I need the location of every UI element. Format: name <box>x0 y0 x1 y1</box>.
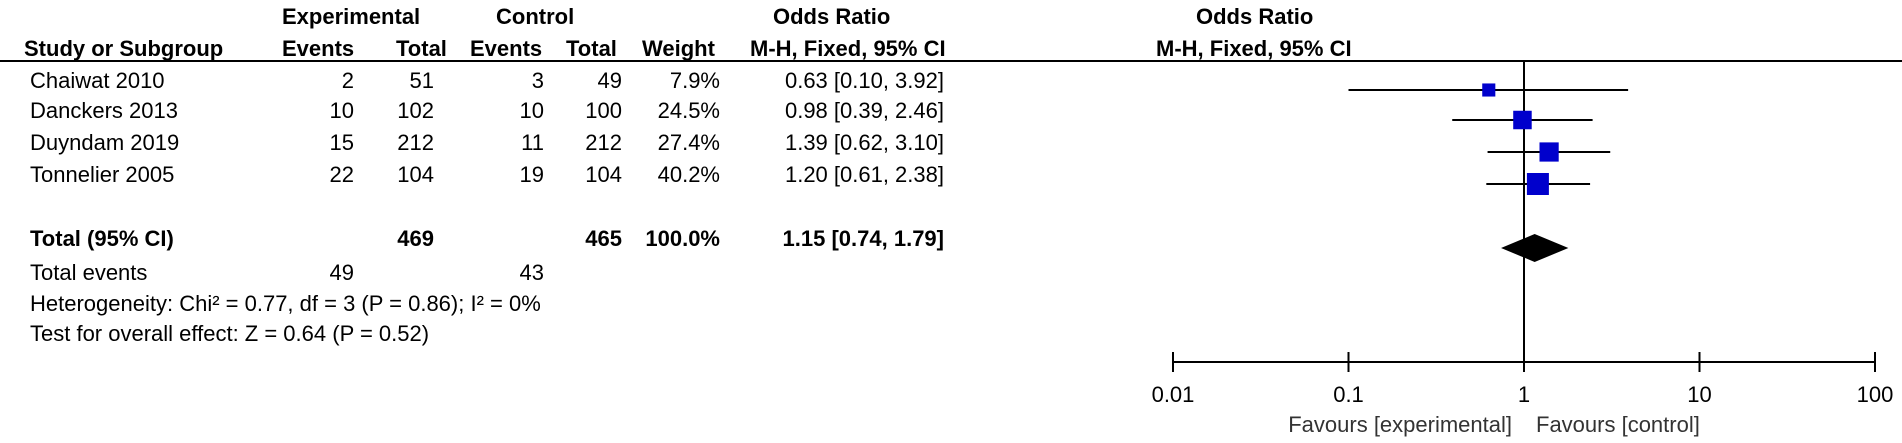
exp-total: 212 <box>397 130 434 155</box>
exp-events: 2 <box>341 68 354 93</box>
odds-ratio-plot-header: Odds Ratio <box>1196 4 1314 29</box>
header-divider <box>0 60 1902 62</box>
x-tick-label: 0.01 <box>1152 382 1195 407</box>
total-ctl: 465 <box>585 226 622 251</box>
x-tick-label: 1 <box>1518 382 1530 407</box>
weight: 24.5% <box>657 98 720 123</box>
total-weight: 100.0% <box>645 226 720 251</box>
exp-total: 104 <box>397 162 434 187</box>
or-ci: 0.98 [0.39, 2.46] <box>784 98 944 123</box>
study-name: Duyndam 2019 <box>30 130 180 155</box>
weight: 27.4% <box>657 130 720 155</box>
overall-effect-text: Test for overall effect: Z = 0.64 (P = 0… <box>30 321 430 346</box>
or-ci: 1.39 [0.62, 3.10] <box>784 130 944 155</box>
total-events-label: Total events <box>30 260 148 285</box>
exp-total: 102 <box>397 98 434 123</box>
control-group-header: Control <box>496 4 575 29</box>
exp-events: 10 <box>329 98 354 123</box>
method-plot-header: M-H, Fixed, 95% CI <box>1156 36 1352 61</box>
exp-total-header: Total <box>396 36 447 61</box>
x-tick-label: 10 <box>1687 382 1711 407</box>
study-name: Danckers 2013 <box>30 98 178 123</box>
total-or-ci: 1.15 [0.74, 1.79] <box>782 226 944 251</box>
weight: 7.9% <box>669 68 720 93</box>
total-events-ctl: 43 <box>519 260 544 285</box>
effect-square <box>1539 142 1559 162</box>
or-ci: 0.63 [0.10, 3.92] <box>784 68 944 93</box>
favours-right-label: Favours [control] <box>1536 412 1700 437</box>
odds-ratio-table-header: Odds Ratio <box>773 4 891 29</box>
exp-events: 22 <box>329 162 354 187</box>
ctl-events: 19 <box>519 162 544 187</box>
effect-square <box>1482 83 1496 97</box>
total-label: Total (95% CI) <box>30 226 174 251</box>
experimental-group-header: Experimental <box>282 4 421 29</box>
heterogeneity-text: Heterogeneity: Chi² = 0.77, df = 3 (P = … <box>30 291 541 316</box>
weight-header: Weight <box>642 36 715 61</box>
total-events-exp: 49 <box>329 260 354 285</box>
ctl-total: 100 <box>585 98 622 123</box>
study-name: Tonnelier 2005 <box>30 162 175 187</box>
x-tick-label: 0.1 <box>1333 382 1364 407</box>
method-table-header: M-H, Fixed, 95% CI <box>750 36 946 61</box>
x-tick-label: 100 <box>1857 382 1894 407</box>
exp-events: 15 <box>329 130 354 155</box>
weight: 40.2% <box>657 162 720 187</box>
effect-square <box>1526 173 1549 195</box>
ctl-total: 49 <box>597 68 622 93</box>
ctl-total: 104 <box>585 162 622 187</box>
exp-total: 51 <box>409 68 434 93</box>
ctl-total: 212 <box>585 130 622 155</box>
favours-left-label: Favours [experimental] <box>1288 412 1512 437</box>
or-ci: 1.20 [0.61, 2.38] <box>784 162 944 187</box>
ctl-events-header: Events <box>470 36 543 61</box>
ctl-events: 10 <box>519 98 544 123</box>
exp-events-header: Events <box>282 36 355 61</box>
effect-square <box>1513 110 1532 130</box>
ctl-total-header: Total <box>566 36 617 61</box>
ctl-events: 3 <box>531 68 544 93</box>
total-exp: 469 <box>397 226 434 251</box>
study-column-header: Study or Subgroup <box>24 36 224 61</box>
study-name: Chaiwat 2010 <box>30 68 165 93</box>
ctl-events: 11 <box>521 130 544 155</box>
pooled-diamond <box>1501 234 1569 262</box>
